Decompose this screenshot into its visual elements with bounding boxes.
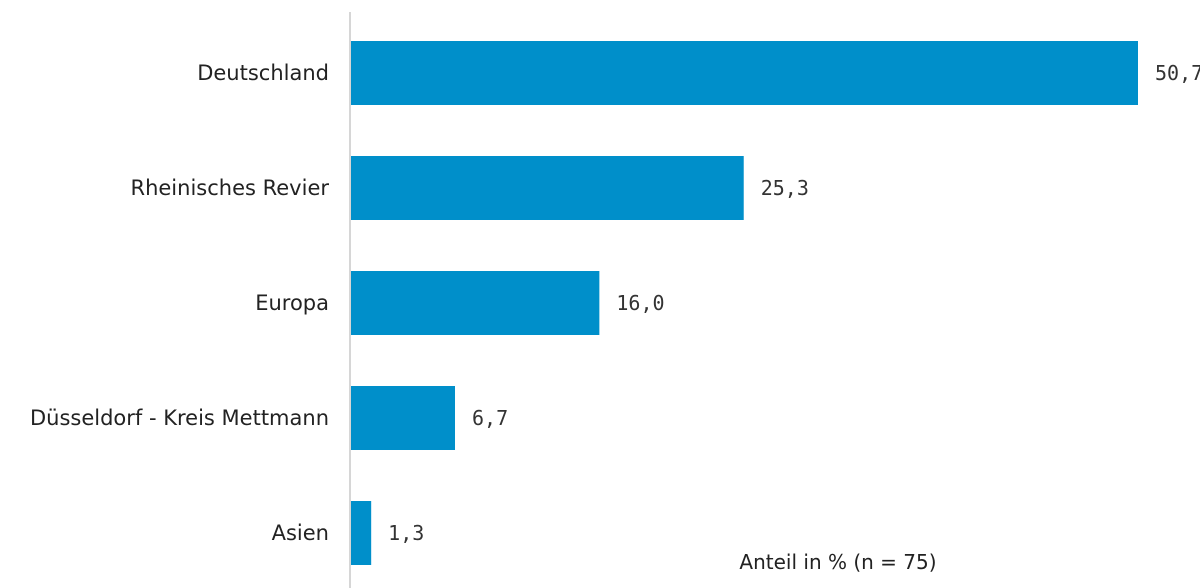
category-label-deutschland: Deutschland [197, 61, 329, 85]
x-axis-title: Anteil in % (n = 75) [739, 550, 936, 574]
bar-group: Deutschland 50,7 Rheinisches Revier 25,3 Eur… [30, 41, 1200, 565]
bar-asien [351, 501, 372, 565]
category-label-asien: Asien [272, 521, 329, 545]
value-label-rheinisches-revier: 25,3 [761, 176, 809, 200]
category-label-rheinisches-revier: Rheinisches Revier [130, 176, 329, 200]
value-label-europa: 16,0 [616, 291, 664, 315]
bar-deutschland [351, 41, 1138, 105]
category-label-europa: Europa [255, 291, 329, 315]
bar-duesseldorf-kreis-mettmann [351, 386, 456, 450]
category-label-duesseldorf-kreis-mettmann: Düsseldorf - Kreis Mettmann [30, 406, 329, 430]
bar-europa [351, 271, 600, 335]
bar-rheinisches-revier [351, 156, 744, 220]
value-label-deutschland: 50,7 [1155, 61, 1200, 85]
value-label-asien: 1,3 [388, 521, 424, 545]
value-label-duesseldorf-kreis-mettmann: 6,7 [472, 406, 508, 430]
